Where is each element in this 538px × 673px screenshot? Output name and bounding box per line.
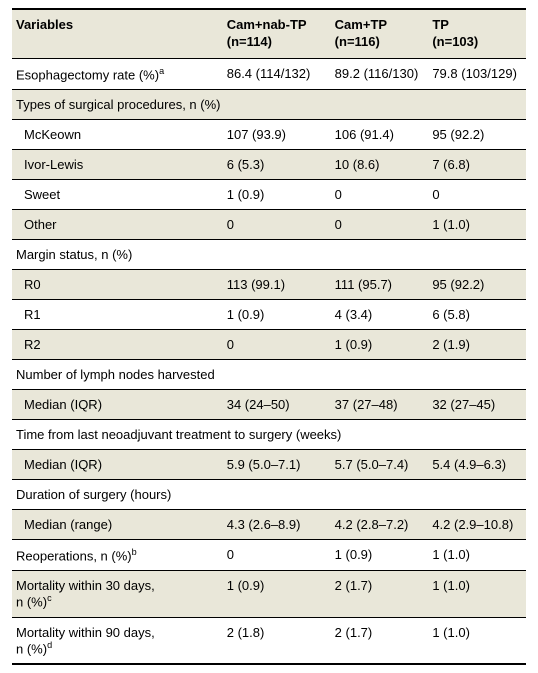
row-label: R1: [12, 300, 223, 330]
cell: 37 (27–48): [331, 390, 429, 420]
table-row: Reoperations, n (%)b 0 1 (0.9) 1 (1.0): [12, 540, 526, 571]
col-header-variables: Variables: [12, 9, 223, 58]
col-header-line2: (n=103): [432, 34, 478, 49]
row-label: Ivor-Lewis: [12, 150, 223, 180]
cell: 1 (0.9): [331, 330, 429, 360]
table-row: Median (IQR) 34 (24–50) 37 (27–48) 32 (2…: [12, 390, 526, 420]
cell: 1 (0.9): [223, 300, 331, 330]
cell: 107 (93.9): [223, 120, 331, 150]
cell: 0: [223, 330, 331, 360]
cell: 95 (92.2): [428, 120, 526, 150]
cell: 1 (0.9): [223, 571, 331, 617]
cell: 1 (0.9): [223, 180, 331, 210]
cell: 2 (1.7): [331, 571, 429, 617]
cell: 1 (1.0): [428, 210, 526, 240]
row-label: Esophagectomy rate (%)a: [12, 58, 223, 89]
cell: 0: [331, 180, 429, 210]
table-row: Esophagectomy rate (%)a 86.4 (114/132) 8…: [12, 58, 526, 89]
col-header-line2: (n=114): [227, 34, 272, 49]
row-label: R0: [12, 270, 223, 300]
cell: 4 (3.4): [331, 300, 429, 330]
row-label: Median (range): [12, 510, 223, 540]
cell: 0: [223, 540, 331, 571]
cell: 5.7 (5.0–7.4): [331, 450, 429, 480]
cell: 5.4 (4.9–6.3): [428, 450, 526, 480]
table-row: Sweet 1 (0.9) 0 0: [12, 180, 526, 210]
row-label: Mortality within 30 days, n (%)c: [12, 571, 223, 617]
row-label: McKeown: [12, 120, 223, 150]
row-label: R2: [12, 330, 223, 360]
col-header-tp: TP (n=103): [428, 9, 526, 58]
section-header-row: Duration of surgery (hours): [12, 480, 526, 510]
section-header-row: Margin status, n (%): [12, 240, 526, 270]
cell: 10 (8.6): [331, 150, 429, 180]
table-row: Median (range) 4.3 (2.6–8.9) 4.2 (2.8–7.…: [12, 510, 526, 540]
cell: 2 (1.9): [428, 330, 526, 360]
cell: 106 (91.4): [331, 120, 429, 150]
cell: 6 (5.3): [223, 150, 331, 180]
cell: 4.2 (2.8–7.2): [331, 510, 429, 540]
cell: 0: [223, 210, 331, 240]
section-header: Time from last neoadjuvant treatment to …: [12, 420, 526, 450]
cell: 89.2 (116/130): [331, 58, 429, 89]
table-row: Median (IQR) 5.9 (5.0–7.1) 5.7 (5.0–7.4)…: [12, 450, 526, 480]
table-row: Mortality within 90 days, n (%)d 2 (1.8)…: [12, 617, 526, 664]
col-header-line1: TP: [432, 17, 449, 32]
cell: 0: [428, 180, 526, 210]
cell: 113 (99.1): [223, 270, 331, 300]
section-header-row: Types of surgical procedures, n (%): [12, 90, 526, 120]
col-header-cam-nab-tp: Cam+nab-TP (n=114): [223, 9, 331, 58]
col-header-line2: (n=116): [335, 34, 380, 49]
footnote-marker: c: [47, 593, 52, 603]
cell: 1 (1.0): [428, 617, 526, 664]
cell: 95 (92.2): [428, 270, 526, 300]
table-row: Mortality within 30 days, n (%)c 1 (0.9)…: [12, 571, 526, 617]
cell: 4.2 (2.9–10.8): [428, 510, 526, 540]
row-label: Median (IQR): [12, 450, 223, 480]
cell: 6 (5.8): [428, 300, 526, 330]
table-row: R0 113 (99.1) 111 (95.7) 95 (92.2): [12, 270, 526, 300]
section-header: Duration of surgery (hours): [12, 480, 526, 510]
cell: 5.9 (5.0–7.1): [223, 450, 331, 480]
row-label: Reoperations, n (%)b: [12, 540, 223, 571]
table-row: R1 1 (0.9) 4 (3.4) 6 (5.8): [12, 300, 526, 330]
cell: 32 (27–45): [428, 390, 526, 420]
col-header-cam-tp: Cam+TP (n=116): [331, 9, 429, 58]
row-label: Median (IQR): [12, 390, 223, 420]
section-header: Types of surgical procedures, n (%): [12, 90, 526, 120]
cell: 111 (95.7): [331, 270, 429, 300]
row-label: Other: [12, 210, 223, 240]
cell: 4.3 (2.6–8.9): [223, 510, 331, 540]
footnote-marker: d: [47, 640, 52, 650]
table-row: Ivor-Lewis 6 (5.3) 10 (8.6) 7 (6.8): [12, 150, 526, 180]
surgical-outcomes-table: Variables Cam+nab-TP (n=114) Cam+TP (n=1…: [12, 8, 526, 665]
cell: 2 (1.7): [331, 617, 429, 664]
cell: 1 (1.0): [428, 540, 526, 571]
col-header-line1: Cam+nab-TP: [227, 17, 307, 32]
col-header-line1: Cam+TP: [335, 17, 387, 32]
cell: 34 (24–50): [223, 390, 331, 420]
row-label: Mortality within 90 days, n (%)d: [12, 617, 223, 664]
row-label: Sweet: [12, 180, 223, 210]
cell: 1 (0.9): [331, 540, 429, 571]
section-header-row: Time from last neoadjuvant treatment to …: [12, 420, 526, 450]
table-row: Other 0 0 1 (1.0): [12, 210, 526, 240]
cell: 2 (1.8): [223, 617, 331, 664]
table-header-row: Variables Cam+nab-TP (n=114) Cam+TP (n=1…: [12, 9, 526, 58]
table-row: R2 0 1 (0.9) 2 (1.9): [12, 330, 526, 360]
cell: 0: [331, 210, 429, 240]
section-header: Margin status, n (%): [12, 240, 526, 270]
footnote-marker: b: [132, 547, 137, 557]
cell: 1 (1.0): [428, 571, 526, 617]
cell: 86.4 (114/132): [223, 58, 331, 89]
footnote-marker: a: [159, 66, 164, 76]
table-row: McKeown 107 (93.9) 106 (91.4) 95 (92.2): [12, 120, 526, 150]
section-header: Number of lymph nodes harvested: [12, 360, 526, 390]
cell: 7 (6.8): [428, 150, 526, 180]
section-header-row: Number of lymph nodes harvested: [12, 360, 526, 390]
cell: 79.8 (103/129): [428, 58, 526, 89]
